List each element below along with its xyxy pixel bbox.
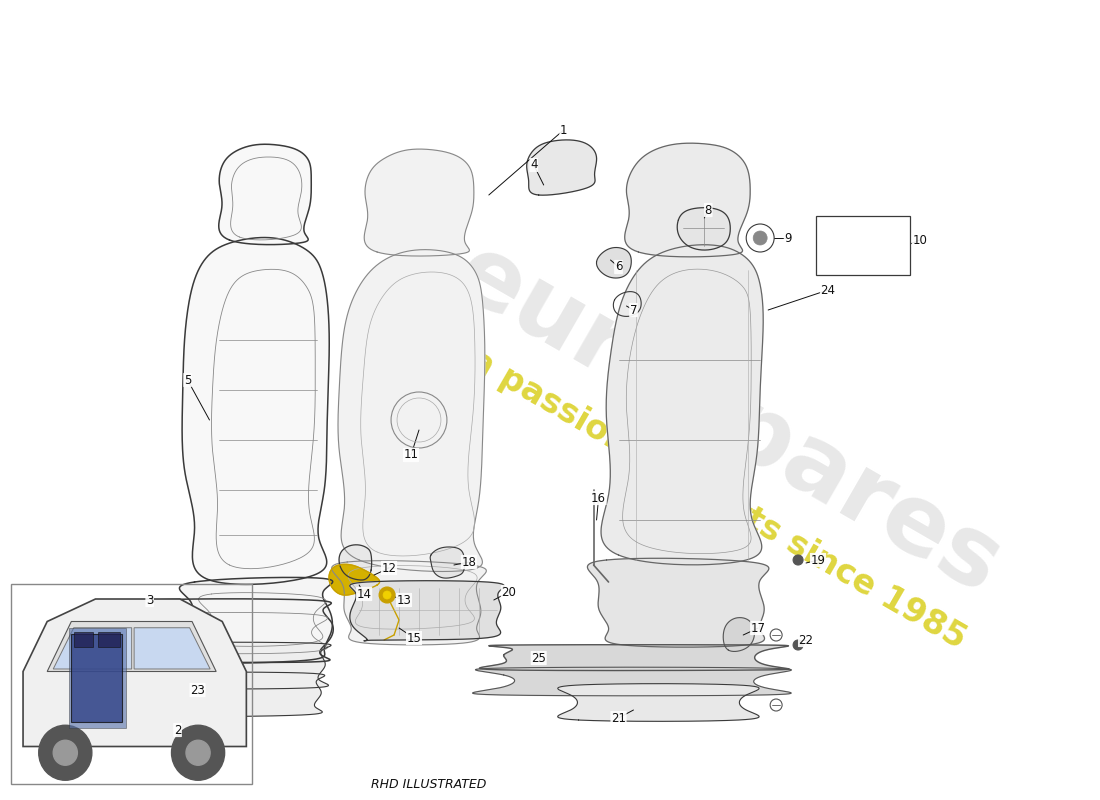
Text: 20: 20	[502, 586, 516, 598]
Circle shape	[754, 231, 767, 245]
Polygon shape	[527, 140, 596, 195]
Polygon shape	[338, 250, 485, 571]
Circle shape	[793, 640, 803, 650]
Polygon shape	[179, 578, 332, 663]
Text: 11: 11	[404, 449, 418, 462]
Text: 23: 23	[190, 683, 205, 697]
Text: 21: 21	[610, 711, 626, 725]
Polygon shape	[596, 247, 631, 278]
Polygon shape	[219, 144, 311, 245]
Polygon shape	[183, 238, 329, 584]
Text: 24: 24	[821, 283, 836, 297]
Text: 22: 22	[799, 634, 814, 646]
Text: 5: 5	[184, 374, 191, 386]
Text: 13: 13	[397, 594, 411, 606]
Polygon shape	[129, 672, 324, 717]
Polygon shape	[329, 564, 379, 595]
Polygon shape	[331, 561, 486, 645]
Polygon shape	[350, 581, 504, 641]
Polygon shape	[558, 684, 759, 722]
Text: 17: 17	[750, 622, 766, 634]
Text: 2: 2	[174, 723, 182, 737]
Polygon shape	[339, 545, 372, 580]
Text: 1: 1	[560, 123, 568, 137]
Polygon shape	[678, 208, 730, 250]
Polygon shape	[430, 547, 464, 578]
Text: 4: 4	[530, 158, 538, 171]
Text: 25: 25	[531, 651, 546, 665]
Text: 14: 14	[356, 587, 372, 601]
Text: a passion for parts since 1985: a passion for parts since 1985	[464, 344, 972, 656]
Text: 8: 8	[705, 203, 712, 217]
Polygon shape	[473, 667, 791, 696]
Text: 6: 6	[615, 261, 623, 274]
Polygon shape	[480, 645, 789, 670]
Text: 18: 18	[461, 555, 476, 569]
Text: 16: 16	[591, 491, 606, 505]
Polygon shape	[723, 618, 755, 651]
Polygon shape	[122, 642, 331, 689]
Circle shape	[379, 587, 395, 603]
Text: eurospares: eurospares	[439, 226, 1018, 614]
Circle shape	[793, 555, 803, 565]
Text: 10: 10	[912, 234, 927, 246]
Circle shape	[383, 591, 392, 599]
Text: 12: 12	[382, 562, 397, 574]
Text: 3: 3	[146, 594, 153, 606]
Text: RHD ILLUSTRATED: RHD ILLUSTRATED	[372, 778, 486, 791]
Text: 19: 19	[811, 554, 825, 566]
Text: 7: 7	[629, 303, 637, 317]
Polygon shape	[587, 558, 769, 647]
FancyBboxPatch shape	[816, 216, 910, 275]
Text: 9: 9	[784, 231, 792, 245]
Polygon shape	[601, 245, 763, 565]
Polygon shape	[131, 599, 333, 662]
Polygon shape	[625, 143, 750, 257]
Polygon shape	[364, 149, 474, 256]
Text: 15: 15	[407, 631, 421, 645]
